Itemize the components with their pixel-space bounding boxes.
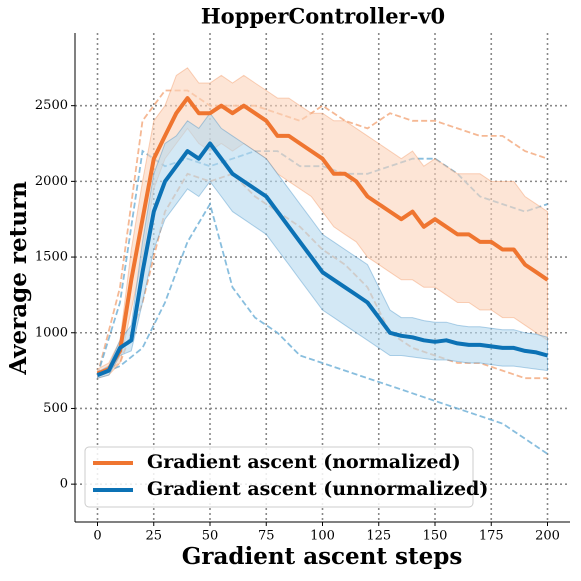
x-tick-label: 0 (93, 529, 101, 544)
run-line (97, 201, 549, 455)
legend-label: Gradient ascent (normalized) (147, 451, 461, 473)
x-tick-label: 75 (258, 529, 275, 544)
series-line (96, 141, 549, 377)
y-tick-label: 2500 (35, 98, 68, 113)
x-tick-label: 100 (310, 529, 335, 544)
series-line (96, 96, 549, 376)
x-axis-label: Gradient ascent steps (182, 543, 463, 570)
y-tick-label: 500 (43, 401, 68, 416)
x-tick-label: 175 (479, 529, 504, 544)
confidence-band (97, 112, 548, 379)
legend-box (84, 446, 474, 508)
y-tick-label: 2000 (35, 174, 68, 189)
x-tick-label: 125 (366, 529, 391, 544)
y-tick-label: 0 (60, 477, 68, 492)
x-tick-label: 25 (145, 529, 162, 544)
y-tick-label: 1500 (35, 250, 68, 265)
x-tick-label: 200 (535, 529, 560, 544)
x-tick-label: 150 (423, 529, 448, 544)
y-axis-label: Average return (5, 181, 32, 376)
chart-title: HopperController-v0 (201, 4, 445, 29)
y-tick-label: 1000 (35, 325, 68, 340)
x-tick-label: 50 (202, 529, 219, 544)
legend-label: Gradient ascent (unnormalized) (147, 478, 488, 500)
